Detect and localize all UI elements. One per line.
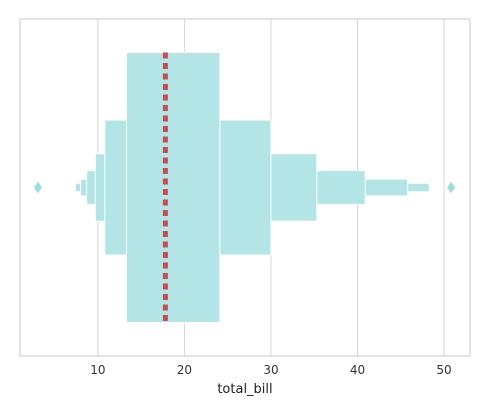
outlier-point-1 [33,181,42,194]
x-tick-label-50: 50 [436,363,451,377]
x-tick-label-20: 20 [177,363,192,377]
plot-frame [19,18,471,357]
x-tick-label-30: 30 [263,363,278,377]
x-axis-label: total_bill [217,382,272,397]
x-tick-label-40: 40 [350,363,365,377]
boxen-boxes [74,52,430,323]
outlier-point-2 [447,181,456,194]
x-tick-label-10: 10 [90,363,105,377]
boxen-box-level-1 [125,52,221,323]
x-tick-labels: 10 20 30 40 50 [90,363,451,377]
outliers [33,181,456,194]
